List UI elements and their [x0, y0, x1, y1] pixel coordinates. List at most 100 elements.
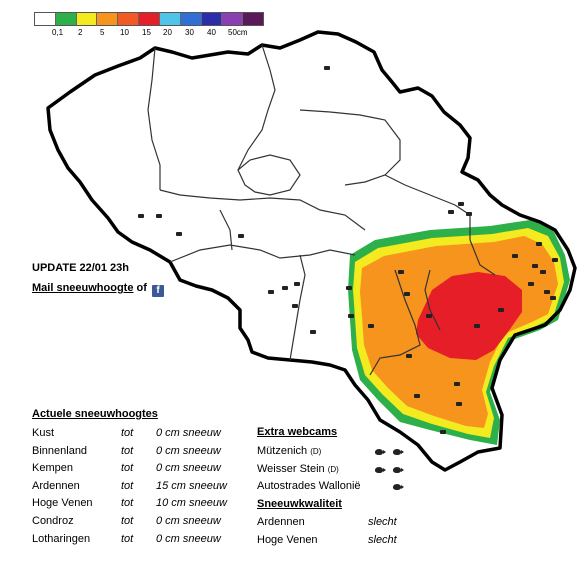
legend-label: 2 — [78, 28, 83, 37]
webcam-marker[interactable] — [268, 290, 274, 294]
quality-value: slecht — [368, 516, 397, 528]
webcam-marker[interactable] — [406, 354, 412, 358]
mail-line: Mail sneeuwhoogte of f — [32, 282, 164, 297]
height-value: 0 cm sneeuw — [156, 427, 221, 439]
webcam-marker[interactable] — [550, 296, 556, 300]
legend-label: 10 — [120, 28, 129, 37]
webcam-name-text[interactable]: Mützenich — [257, 445, 308, 457]
legend-swatch — [180, 13, 202, 25]
height-row: Lotharingen tot 0 cm sneeuw — [32, 531, 252, 548]
webcam-marker[interactable] — [294, 282, 300, 286]
webcam-name[interactable]: Autostrades Wallonië — [257, 478, 361, 495]
height-value: 0 cm sneeuw — [156, 515, 221, 527]
height-region: Kempen — [32, 462, 73, 475]
webcam-marker[interactable] — [324, 66, 330, 70]
webcam-marker[interactable] — [398, 270, 404, 274]
webcam-marker[interactable] — [368, 324, 374, 328]
height-row: Kust tot 0 cm sneeuw — [32, 425, 252, 442]
legend-swatch — [159, 13, 181, 25]
webcam-marker[interactable] — [404, 292, 410, 296]
legend-swatch — [201, 13, 223, 25]
legend-swatch — [118, 13, 140, 25]
webcam-marker[interactable] — [512, 254, 518, 258]
webcam-marker[interactable] — [346, 286, 352, 290]
webcam-marker[interactable] — [176, 232, 182, 236]
webcam-marker[interactable] — [466, 212, 472, 216]
webcam-marker[interactable] — [536, 242, 542, 246]
snow-zone-red — [416, 272, 522, 360]
webcam-marker[interactable] — [238, 234, 244, 238]
webcam-marker[interactable] — [532, 264, 538, 268]
webcam-marker[interactable] — [440, 430, 446, 434]
height-row: Kempen tot 0 cm sneeuw — [32, 460, 252, 477]
legend-label: 0,1 — [52, 28, 64, 37]
legend-swatch — [222, 13, 244, 25]
height-value: 0 cm sneeuw — [156, 444, 221, 457]
webcam-marker[interactable] — [544, 290, 550, 294]
webcam-marker[interactable] — [528, 282, 534, 286]
legend-label: 15 — [142, 28, 151, 37]
webcam-markers[interactable] — [138, 66, 558, 434]
height-region: Binnenland — [32, 444, 88, 457]
webcam-name-text[interactable]: Weisser Stein — [257, 462, 325, 475]
webcam-marker[interactable] — [540, 270, 546, 274]
belgium-border — [46, 30, 577, 472]
webcam-icon[interactable] — [375, 449, 386, 455]
height-region: Hoge Venen — [32, 497, 93, 510]
height-row: Ardennen tot 15 cm sneeuw — [32, 478, 252, 495]
quality-title: Sneeuwkwaliteit — [257, 498, 342, 510]
height-value: 15 cm sneeuw — [156, 479, 227, 492]
legend-label: 50cm — [228, 28, 248, 37]
webcams-title: Extra webcams — [257, 426, 338, 438]
height-tot: tot — [121, 497, 134, 510]
webcam-marker[interactable] — [458, 202, 464, 206]
quality-region: Ardennen — [257, 516, 305, 528]
webcam-marker[interactable] — [454, 382, 460, 386]
update-timestamp: UPDATE 22/01 23h — [32, 262, 130, 274]
height-row: Hoge Venen tot 10 cm sneeuw — [32, 495, 252, 512]
webcam-marker[interactable] — [448, 210, 454, 214]
webcam-marker[interactable] — [498, 308, 504, 312]
webcam-icon[interactable] — [393, 449, 404, 455]
quality-row: Ardennen slecht — [257, 514, 417, 531]
webcam-marker[interactable] — [156, 214, 162, 218]
webcam-marker[interactable] — [138, 214, 144, 218]
webcam-name-text[interactable]: Autostrades Wallonië — [257, 480, 361, 493]
webcam-marker[interactable] — [456, 402, 462, 406]
webcam-row[interactable]: Autostrades Wallonië — [257, 478, 417, 495]
quality-row: Hoge Venen slecht — [257, 532, 417, 549]
webcam-row[interactable]: Weisser Stein (D) — [257, 461, 417, 478]
height-tot: tot — [121, 462, 134, 475]
webcam-icon[interactable] — [393, 466, 404, 473]
webcam-row[interactable]: Mützenich (D) — [257, 443, 417, 460]
height-row: Binnenland tot 0 cm sneeuw — [32, 443, 252, 460]
height-tot: tot — [121, 427, 134, 439]
legend-swatch — [97, 13, 119, 25]
mail-suffix: of — [136, 282, 147, 294]
height-value: 0 cm sneeuw — [156, 462, 221, 475]
facebook-icon[interactable]: f — [151, 285, 164, 297]
webcam-marker[interactable] — [292, 304, 298, 308]
webcam-marker[interactable] — [282, 286, 288, 290]
webcam-country: (D) — [310, 447, 322, 456]
webcam-marker[interactable] — [474, 324, 480, 328]
legend-swatch — [35, 13, 56, 25]
webcam-marker[interactable] — [426, 314, 432, 318]
webcam-icon[interactable] — [375, 466, 386, 473]
legend-label: 5 — [100, 28, 105, 37]
legend-label: 40 — [207, 28, 216, 37]
webcam-marker[interactable] — [552, 258, 558, 262]
province-borders — [147, 44, 496, 376]
webcam-marker[interactable] — [348, 314, 354, 318]
legend-labels: 0,1 2 5 10 15 20 30 40 50cm — [34, 28, 264, 40]
webcam-marker[interactable] — [414, 394, 420, 398]
legend-label: 20 — [163, 28, 172, 37]
webcam-name[interactable]: Weisser Stein (D) — [257, 461, 339, 478]
webcam-marker[interactable] — [310, 330, 316, 334]
mail-snow-depth-link[interactable]: Mail sneeuwhoogte — [32, 282, 134, 294]
height-tot: tot — [121, 532, 134, 545]
webcam-icon[interactable] — [393, 484, 404, 491]
height-tot: tot — [121, 444, 134, 457]
webcam-name[interactable]: Mützenich (D) — [257, 443, 321, 460]
